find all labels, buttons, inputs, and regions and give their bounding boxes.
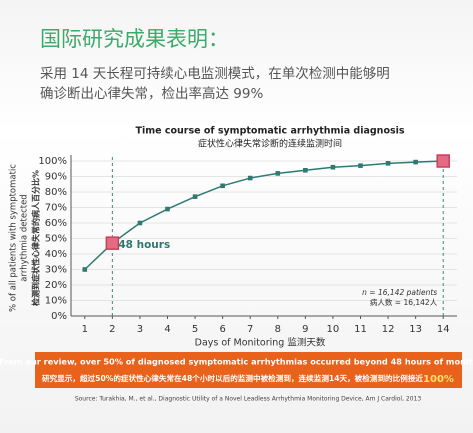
marker: [358, 163, 363, 168]
marker: [220, 183, 225, 189]
highlight-marker: [436, 154, 450, 168]
y-tick-label: 10%: [45, 296, 67, 307]
banner-zh-end: 100%: [423, 374, 454, 385]
marker: [275, 171, 281, 176]
x-tick-label: 7: [247, 324, 253, 335]
marker: [303, 168, 308, 173]
chart-subtitle: 症状性心律失常诊断的连续监测时间: [198, 138, 342, 150]
marker: [165, 206, 170, 212]
y-tick-label: 100%: [38, 156, 67, 167]
x-tick-label: 5: [192, 324, 198, 335]
y-axis-label: % of all patients with symptomatic: [9, 164, 19, 312]
x-tick-label: 6: [219, 324, 225, 335]
y-tick-label: 20%: [45, 280, 67, 291]
x-tick-label: 12: [382, 324, 395, 335]
marker: [192, 194, 198, 199]
y-tick-label: 50%: [45, 234, 67, 245]
y-tick-label: 90%: [45, 172, 67, 183]
source: Source: Turakhia, M., et al., Diagnostic…: [75, 396, 422, 403]
annotation: 病人数 = 16,142人: [370, 297, 438, 307]
x-tick-label: 3: [137, 324, 143, 335]
y-axis-label: 检测到症状性心律失常的病人百分比%: [31, 170, 41, 306]
x-tick-label: 9: [302, 324, 308, 335]
x-tick-label: 14: [437, 324, 450, 335]
y-tick-label: 60%: [45, 218, 67, 229]
annotation: n = 16,142 patients: [362, 288, 437, 297]
banner-en: From our review, over 50% of diagnosed s…: [0, 357, 473, 367]
marker: [385, 161, 391, 166]
marker: [247, 175, 253, 181]
y-tick-label: 30%: [45, 265, 67, 276]
intro-line: 确诊断出心律失常，检出率高达 99%: [40, 85, 263, 102]
annotation: 48 hours: [118, 239, 170, 251]
y-tick-label: 40%: [45, 249, 67, 260]
marker: [330, 164, 336, 170]
x-tick-label: 8: [275, 324, 281, 335]
y-axis-label: arrhythmia detected: [20, 194, 30, 281]
x-tick-label: 4: [164, 324, 170, 335]
marker: [137, 220, 143, 226]
x-tick-label: 10: [327, 324, 340, 335]
title: 国际研究成果表明：: [40, 27, 229, 51]
highlight-marker: [105, 236, 120, 250]
x-tick-label: 13: [409, 324, 422, 335]
x-tick-label: 1: [82, 324, 88, 335]
banner-zh: 研究显示，超过50%的症状性心律失常在48个小时以后的监测中被检测到，连续监测1…: [42, 373, 454, 385]
marker: [413, 159, 418, 165]
y-tick-label: 70%: [45, 203, 67, 214]
y-tick-label: 0%: [51, 311, 67, 322]
chart-title: Time course of symptomatic arrhythmia di…: [135, 126, 404, 137]
banner: [35, 352, 462, 388]
x-axis-label: Days of Monitoring 监测天数: [195, 337, 326, 349]
marker: [82, 267, 88, 272]
intro-line: 采用 14 天长程可持续心电监测模式，在单次检测中能够明: [40, 66, 390, 82]
y-tick-label: 80%: [45, 187, 67, 198]
x-tick-label: 2: [109, 324, 115, 335]
line: [84, 160, 444, 271]
x-tick-label: 11: [354, 324, 367, 335]
banner-zh-text: 研究显示，超过50%的症状性心律失常在48个小时以后的监测中被检测到，连续监测1…: [42, 373, 423, 383]
